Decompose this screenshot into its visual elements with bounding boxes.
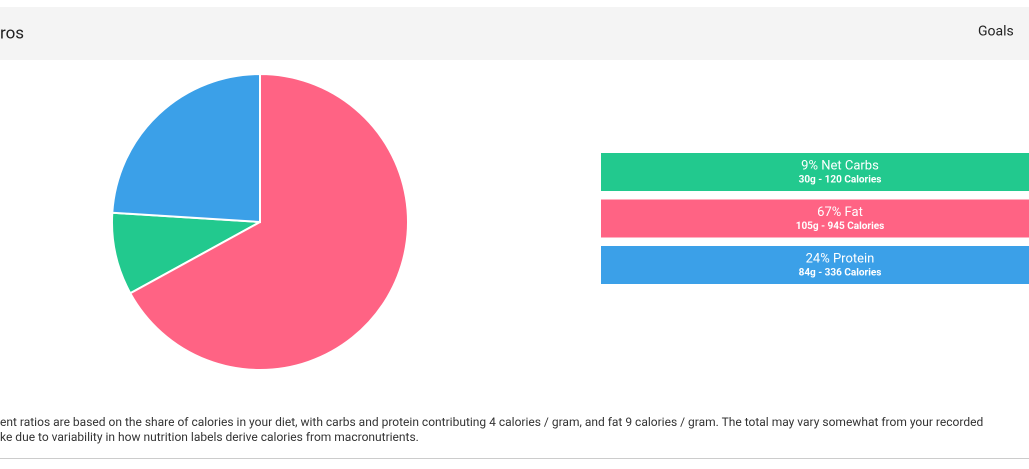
legend-label: 9% Net Carbs — [801, 158, 879, 173]
header-bar — [0, 7, 1029, 60]
legend-detail: 30g - 120 Calories — [799, 175, 882, 186]
footnote-line: ent ratios are based on the share of cal… — [0, 415, 983, 429]
legend-label: 24% Protein — [806, 251, 875, 266]
pie-slice — [128, 72, 409, 371]
legend-detail: 105g - 945 Calories — [796, 221, 885, 232]
legend-detail: 84g - 336 Calories — [799, 268, 882, 279]
pie-slice — [111, 211, 264, 295]
legend-bar — [601, 246, 1029, 284]
legend-bar — [601, 153, 1029, 191]
goals-tab[interactable]: Goals — [978, 24, 1014, 40]
legend-bar — [601, 199, 1029, 238]
header-title: ros — [0, 23, 24, 43]
footnote-line: ke due to variability in how nutrition l… — [0, 430, 419, 444]
pie-slice — [111, 72, 261, 224]
legend-label: 67% Fat — [817, 205, 863, 220]
